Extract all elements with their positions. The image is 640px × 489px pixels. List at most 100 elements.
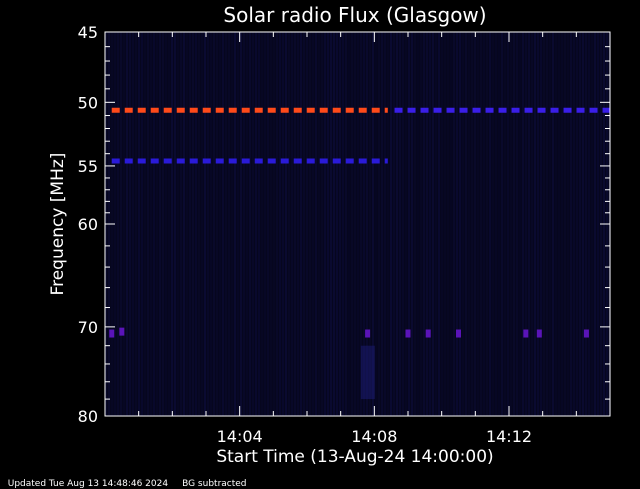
noise-streak — [246, 32, 248, 416]
noise-streak — [408, 32, 410, 416]
x-axis-label: Start Time (13-Aug-24 14:00:00) — [216, 447, 493, 467]
noise-streak — [423, 32, 425, 416]
noise-streak — [540, 32, 542, 416]
noise-streak — [471, 32, 473, 416]
noise-streak — [438, 32, 440, 416]
noise-streak — [159, 32, 161, 416]
noise-streak — [165, 32, 167, 416]
noise-streak — [513, 32, 515, 416]
noise-streak — [237, 32, 239, 416]
noise-streak — [303, 32, 305, 416]
noise-streak — [273, 32, 275, 416]
noise-streak — [573, 32, 575, 416]
noise-streak — [441, 32, 443, 416]
noise-streak — [534, 32, 536, 416]
noise-streak — [504, 32, 506, 416]
x-axis: 14:04 14:08 14:12 — [104, 32, 611, 446]
noise-streak — [546, 32, 548, 416]
background-noise — [105, 32, 611, 416]
noise-streak — [393, 32, 395, 416]
emission-spot-4 — [425, 329, 431, 338]
noise-streak — [432, 32, 434, 416]
noise-streak — [282, 32, 284, 416]
x-tick-label: 14:12 — [486, 427, 532, 446]
noise-streak — [207, 32, 209, 416]
noise-streak — [183, 32, 185, 416]
noise-streak — [594, 32, 596, 416]
noise-streak — [309, 32, 311, 416]
noise-streak — [138, 32, 140, 416]
noise-streak — [369, 32, 371, 416]
noise-streak — [381, 32, 383, 416]
noise-streak — [234, 32, 236, 416]
noise-streak — [339, 32, 341, 416]
noise-streak — [354, 32, 356, 416]
noise-streak — [351, 32, 353, 416]
y-tick-label: 80 — [78, 407, 98, 426]
noise-streak — [537, 32, 539, 416]
noise-streak — [480, 32, 482, 416]
noise-streak — [417, 32, 419, 416]
noise-streak — [579, 32, 581, 416]
emission-spot-7 — [536, 329, 542, 338]
noise-streak — [345, 32, 347, 416]
noise-streak — [177, 32, 179, 416]
noise-streak — [258, 32, 260, 416]
noise-streak — [327, 32, 329, 416]
noise-streak — [348, 32, 350, 416]
noise-streak — [453, 32, 455, 416]
noise-streak — [411, 32, 413, 416]
noise-streak — [597, 32, 599, 416]
y-tick-label: 45 — [78, 23, 98, 42]
noise-streak — [189, 32, 191, 416]
noise-streak — [585, 32, 587, 416]
y-axis: 45 50 55 60 70 80 — [78, 23, 610, 426]
noise-streak — [456, 32, 458, 416]
noise-streak — [150, 32, 152, 416]
noise-streak — [300, 32, 302, 416]
chart-title: Solar radio Flux (Glasgow) — [223, 3, 486, 27]
noise-streak — [216, 32, 218, 416]
noise-streak — [261, 32, 263, 416]
y-tick-label: 60 — [78, 215, 98, 234]
noise-streak — [117, 32, 119, 416]
noise-streak — [444, 32, 446, 416]
noise-streak — [156, 32, 158, 416]
noise-streak — [132, 32, 134, 416]
noise-streak — [285, 32, 287, 416]
noise-streak — [450, 32, 452, 416]
noise-streak — [147, 32, 149, 416]
noise-streak — [264, 32, 266, 416]
noise-streak — [462, 32, 464, 416]
noise-streak — [390, 32, 392, 416]
noise-streak — [375, 32, 377, 416]
noise-streak — [474, 32, 476, 416]
noise-streak — [210, 32, 212, 416]
noise-streak — [468, 32, 470, 416]
noise-streak — [225, 32, 227, 416]
noise-streak — [144, 32, 146, 416]
noise-streak — [231, 32, 233, 416]
noise-streak — [357, 32, 359, 416]
noise-streak — [588, 32, 590, 416]
noise-streak — [384, 32, 386, 416]
emission-spot-3 — [405, 329, 411, 338]
noise-streak — [324, 32, 326, 416]
noise-streak — [420, 32, 422, 416]
noise-streak — [561, 32, 563, 416]
noise-streak — [270, 32, 272, 416]
noise-streak — [558, 32, 560, 416]
noise-streak — [489, 32, 491, 416]
noise-streak — [378, 32, 380, 416]
noise-streak — [405, 32, 407, 416]
noise-streak — [372, 32, 374, 416]
noise-streak — [549, 32, 551, 416]
noise-streak — [333, 32, 335, 416]
noise-streak — [465, 32, 467, 416]
noise-streak — [153, 32, 155, 416]
noise-streak — [459, 32, 461, 416]
y-tick-label: 70 — [78, 318, 98, 337]
noise-streak — [516, 32, 518, 416]
noise-streak — [429, 32, 431, 416]
emission-spot-1 — [119, 327, 125, 336]
